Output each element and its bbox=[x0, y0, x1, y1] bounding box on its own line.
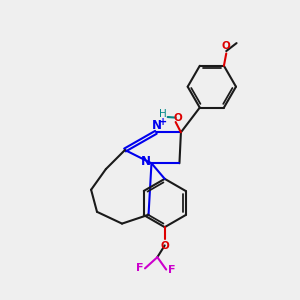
Text: F: F bbox=[136, 263, 143, 273]
Text: N: N bbox=[141, 155, 151, 168]
Text: O: O bbox=[222, 41, 231, 51]
Text: F: F bbox=[168, 265, 175, 275]
Text: +: + bbox=[159, 117, 167, 127]
Text: O: O bbox=[160, 241, 169, 251]
Text: O: O bbox=[173, 113, 182, 124]
Text: H: H bbox=[159, 109, 167, 119]
Text: N: N bbox=[152, 119, 162, 132]
